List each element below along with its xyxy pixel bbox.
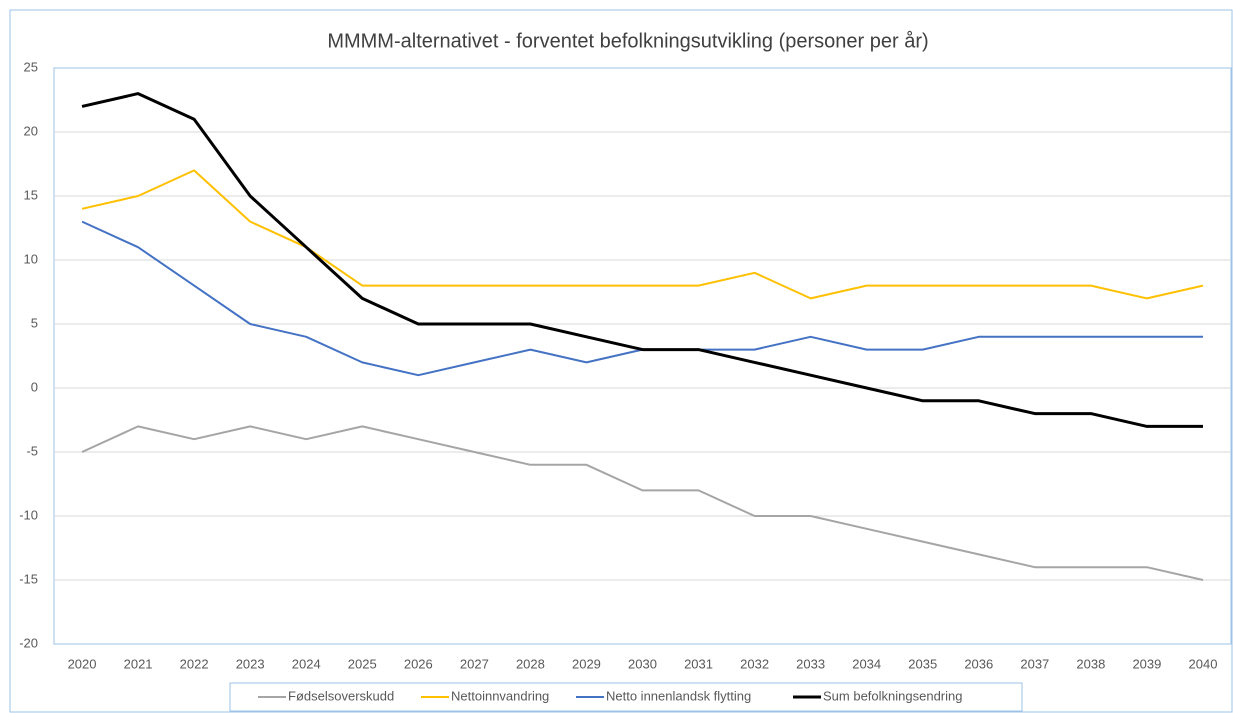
y-tick-label: 20 xyxy=(24,123,38,138)
y-tick-label: 25 xyxy=(24,59,38,74)
series-line xyxy=(81,425,1204,581)
x-tick-label: 2026 xyxy=(404,656,433,671)
y-tick-label: -20 xyxy=(19,635,38,650)
legend-label: Nettoinnvandring xyxy=(451,688,549,703)
x-tick-label: 2034 xyxy=(852,656,881,671)
legend-label: Netto innenlandsk flytting xyxy=(606,688,751,703)
series-line xyxy=(81,92,1203,428)
x-tick-label: 2040 xyxy=(1189,656,1218,671)
x-tick-label: 2027 xyxy=(460,656,489,671)
chart-frame xyxy=(9,9,1233,713)
x-tick-label: 2023 xyxy=(236,656,265,671)
x-tick-label: 2038 xyxy=(1076,656,1105,671)
x-tick-label: 2022 xyxy=(180,656,209,671)
legend-label: Fødselsoverskudd xyxy=(288,688,394,703)
y-tick-label: 10 xyxy=(24,251,38,266)
y-tick-label: 0 xyxy=(31,379,38,394)
x-tick-label: 2029 xyxy=(572,656,601,671)
y-tick-label: 5 xyxy=(31,315,38,330)
x-tick-label: 2030 xyxy=(628,656,657,671)
y-tick-label: -10 xyxy=(19,507,38,522)
y-tick-label: -15 xyxy=(19,571,38,586)
x-tick-label: 2021 xyxy=(124,656,153,671)
legend-frame xyxy=(229,682,1023,712)
x-tick-label: 2025 xyxy=(348,656,377,671)
x-tick-label: 2033 xyxy=(796,656,825,671)
x-tick-label: 2024 xyxy=(292,656,321,671)
x-tick-label: 2037 xyxy=(1020,656,1049,671)
x-tick-label: 2039 xyxy=(1132,656,1161,671)
x-tick-label: 2028 xyxy=(516,656,545,671)
series-line xyxy=(81,169,1204,300)
legend-label: Sum befolkningsendring xyxy=(823,688,962,703)
y-tick-label: -5 xyxy=(26,443,38,458)
x-tick-label: 2031 xyxy=(684,656,713,671)
x-tick-label: 2035 xyxy=(908,656,937,671)
x-tick-label: 2032 xyxy=(740,656,769,671)
x-tick-label: 2020 xyxy=(68,656,97,671)
y-tick-label: 15 xyxy=(24,187,38,202)
plot-frame xyxy=(53,67,1232,645)
chart-title: MMMM-alternativet - forventet befolkning… xyxy=(327,30,928,52)
x-tick-label: 2036 xyxy=(964,656,993,671)
series-line xyxy=(81,220,1203,377)
